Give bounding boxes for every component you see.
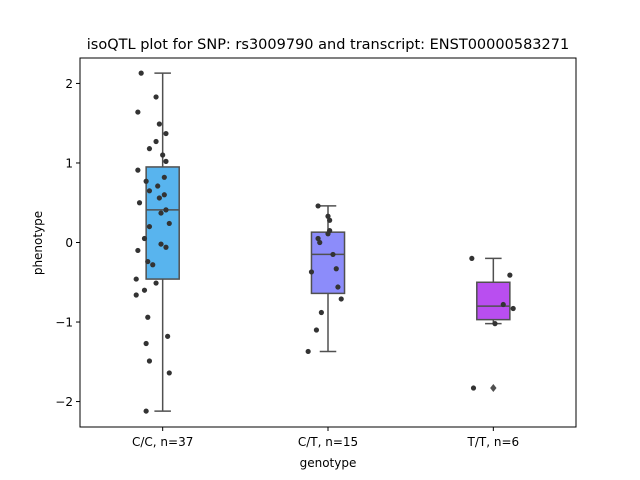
data-point — [146, 223, 153, 230]
data-point — [135, 247, 141, 254]
data-point — [163, 158, 169, 164]
box-group — [145, 72, 180, 412]
data-point — [141, 287, 148, 293]
data-point — [145, 314, 151, 320]
data-point — [135, 167, 141, 173]
data-point — [138, 70, 144, 76]
data-point — [163, 130, 169, 137]
data-point — [136, 200, 143, 206]
data-point — [305, 348, 311, 355]
box-iqr — [145, 166, 180, 280]
data-point — [327, 217, 333, 223]
data-point — [325, 213, 331, 219]
data-point — [143, 340, 149, 347]
outlier-marker — [490, 384, 497, 393]
y-tick-label: −2 — [55, 395, 73, 409]
data-point — [500, 301, 506, 308]
chart-title: isoQTL plot for SNP: rs3009790 and trans… — [87, 37, 569, 53]
y-tick-label: 2 — [65, 77, 73, 91]
data-point — [470, 385, 477, 391]
data-point — [469, 255, 475, 262]
data-point — [143, 408, 149, 414]
data-point — [156, 121, 162, 127]
box-iqr — [476, 281, 511, 321]
data-point — [315, 235, 321, 242]
data-point — [330, 251, 336, 258]
data-point — [158, 210, 164, 216]
data-point — [338, 296, 344, 302]
data-point — [146, 358, 153, 364]
x-axis: C/C, n=37 C/T, n=15 T/T, n=6 — [132, 427, 519, 449]
data-point — [507, 272, 513, 278]
data-point — [145, 258, 151, 265]
data-point — [141, 235, 148, 242]
x-tick-label: T/T, n=6 — [467, 435, 520, 449]
data-point — [317, 239, 323, 246]
data-point — [155, 183, 161, 189]
data-point — [335, 284, 341, 290]
x-tick-label: C/C, n=37 — [132, 435, 193, 449]
box-group — [310, 205, 346, 353]
data-point — [133, 292, 139, 298]
y-axis: 2 1 0 −1 −2 — [55, 77, 80, 409]
y-tick-label: −1 — [55, 316, 73, 330]
data-point — [492, 321, 498, 327]
data-point — [146, 188, 153, 194]
data-point — [315, 203, 321, 209]
data-point — [163, 244, 169, 250]
data-point — [153, 280, 159, 286]
data-point — [318, 309, 324, 316]
data-point — [158, 241, 164, 247]
y-axis-label: phenotype — [31, 211, 45, 275]
data-point — [133, 276, 139, 282]
data-point — [166, 370, 172, 376]
data-point — [165, 333, 171, 339]
data-point — [325, 231, 331, 237]
data-point — [153, 94, 159, 100]
data-point — [150, 262, 156, 268]
x-tick-label: C/T, n=15 — [298, 435, 358, 449]
box-group — [476, 257, 511, 393]
data-point — [313, 327, 320, 333]
data-point — [146, 146, 153, 152]
data-point — [333, 266, 339, 272]
y-tick-label: 0 — [65, 236, 73, 250]
data-point — [161, 174, 167, 180]
data-point — [161, 192, 167, 198]
data-point — [166, 220, 172, 227]
box-iqr — [310, 231, 346, 295]
x-axis-label: genotype — [300, 456, 357, 470]
data-point — [510, 305, 516, 312]
points-layer — [133, 70, 516, 414]
data-point — [153, 138, 159, 145]
data-point — [135, 109, 141, 115]
data-point — [143, 178, 149, 184]
data-point — [308, 269, 315, 275]
data-point — [163, 207, 169, 213]
data-point — [160, 152, 166, 158]
data-point — [156, 195, 162, 201]
y-tick-label: 1 — [65, 156, 73, 170]
boxes-layer — [145, 72, 511, 412]
